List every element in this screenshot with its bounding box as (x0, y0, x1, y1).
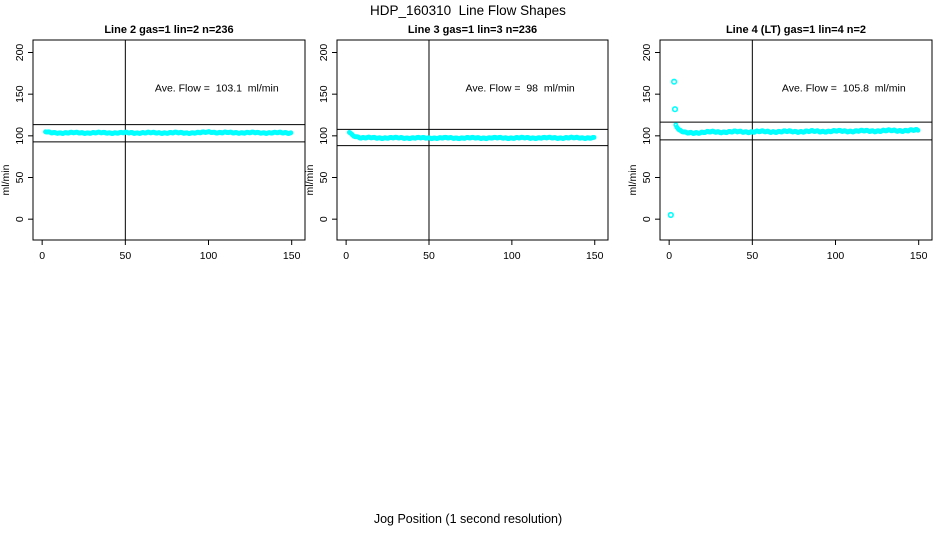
x-axis-label: Jog Position (1 second resolution) (373, 512, 563, 526)
flow-series (346, 129, 597, 142)
plot-box (32, 39, 306, 241)
flow-series (43, 129, 294, 137)
panel-1: 0 50 100 150 0 50 100 150 200 ml/min Line 2 gas=1 … (0, 24, 306, 262)
chart-title: HDP_160310 Line Flow Shapes (370, 3, 566, 18)
x-tick-label: 100 (827, 250, 845, 262)
y-tick-label: 0 (14, 216, 26, 222)
outlier-point (671, 106, 679, 113)
y-tick-label: 200 (318, 44, 330, 62)
y-tick-label: 0 (318, 216, 330, 222)
y-tick-label: 150 (641, 85, 653, 103)
x-tick-label: 0 (39, 250, 45, 262)
y-tick-label: 200 (14, 44, 26, 62)
panel-2: 0 50 100 150 0 50 100 150 200 ml/min Line 3 gas=1 … (304, 24, 609, 262)
y-tick-label: 0 (641, 216, 653, 222)
panel-title: Line 2 gas=1 lin=2 n=236 (104, 24, 233, 36)
outlier-point (670, 78, 678, 85)
y-tick-label: 100 (14, 127, 26, 145)
y-axis-label: ml/min (0, 164, 12, 195)
x-tick-label: 50 (119, 250, 131, 262)
flow-series (667, 78, 921, 219)
y-tick-label: 150 (14, 85, 26, 103)
data-point (915, 127, 921, 133)
data-point (288, 130, 294, 136)
y-tick-label: 100 (641, 127, 653, 145)
x-tick-label: 0 (343, 250, 349, 262)
x-tick-label: 100 (200, 250, 218, 262)
x-tick-label: 0 (666, 250, 672, 262)
x-tick-label: 50 (746, 250, 758, 262)
panel-title: Line 3 gas=1 lin=3 n=236 (408, 24, 537, 36)
y-tick-label: 50 (318, 172, 330, 184)
ave-flow-label: Ave. Flow = 103.1 ml/min (155, 83, 279, 95)
plot-box (336, 39, 609, 241)
y-axis-label: ml/min (627, 164, 639, 195)
x-tick-label: 100 (503, 250, 521, 262)
ave-flow-label: Ave. Flow = 105.8 ml/min (782, 83, 906, 95)
x-tick-label: 50 (423, 250, 435, 262)
plot-box (659, 39, 933, 241)
ave-flow-label: Ave. Flow = 98 ml/min (466, 83, 575, 95)
y-axis-label: ml/min (304, 164, 316, 195)
x-tick-label: 150 (586, 250, 604, 262)
y-tick-label: 150 (318, 85, 330, 103)
panel-title: Line 4 (LT) gas=1 lin=4 n=2 (726, 24, 866, 36)
y-tick-label: 50 (14, 172, 26, 184)
y-tick-label: 50 (641, 172, 653, 184)
y-tick-label: 200 (641, 44, 653, 62)
outlier-point (667, 211, 674, 219)
panel-3: 0 50 100 150 0 50 100 150 200 ml/min Line 4 (LT) g… (627, 24, 933, 262)
x-tick-label: 150 (910, 250, 928, 262)
data-point (591, 134, 597, 140)
y-tick-label: 100 (318, 127, 330, 145)
x-tick-label: 150 (283, 250, 301, 262)
